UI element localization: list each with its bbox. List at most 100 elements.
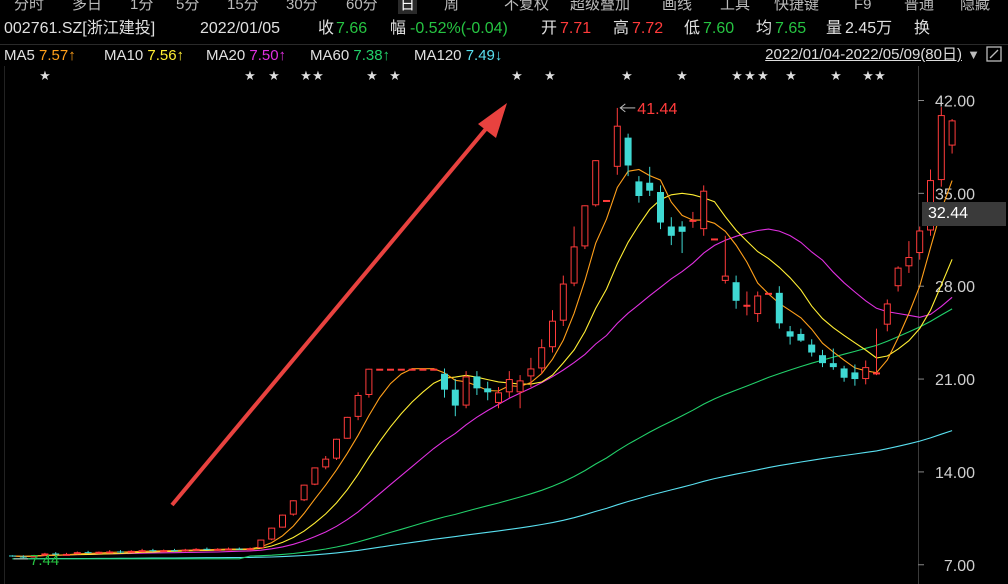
candle-body <box>905 257 913 267</box>
candle-body <box>106 551 114 554</box>
change-label: 幅 <box>390 20 407 37</box>
event-star-marker: ★ <box>39 69 51 84</box>
ma120-line <box>12 430 953 560</box>
open-value: 7.71 <box>560 20 592 37</box>
candle-body <box>689 219 697 222</box>
event-star-marker: ★ <box>300 69 312 84</box>
tab-1[interactable]: 多日 <box>72 0 103 13</box>
tab-6[interactable]: 60分 <box>346 0 378 13</box>
event-star-marker: ★ <box>621 69 633 84</box>
candle-body <box>862 367 870 380</box>
candle-body <box>192 548 200 551</box>
tab-13[interactable]: 快捷键 <box>774 0 820 13</box>
candle-body <box>279 514 286 528</box>
close-label: 收 <box>318 20 335 37</box>
candle-body <box>667 226 675 236</box>
candle-body <box>840 368 848 378</box>
volume-value: 2.45万 <box>845 20 893 37</box>
tab-2[interactable]: 1分 <box>130 0 154 13</box>
y-tick-label: 21.00 <box>935 372 975 389</box>
change-value: -0.52%(-0.04) <box>410 20 508 37</box>
candle-body <box>246 548 254 551</box>
candle-body <box>160 550 168 553</box>
tab-11[interactable]: 画线 <box>662 0 693 13</box>
candle-body <box>851 372 859 380</box>
candle-body <box>333 438 340 459</box>
candle-body <box>624 137 632 166</box>
high-value: 7.72 <box>632 20 664 37</box>
low-value: 7.60 <box>703 20 735 37</box>
candle-body <box>873 372 880 375</box>
chart-background <box>0 66 1008 584</box>
min-price-label: 7.44 <box>30 552 59 569</box>
date-range-selector[interactable]: 2022/01/04-2022/05/09(80日) <box>765 46 962 63</box>
candle-body <box>268 527 276 540</box>
event-star-marker: ★ <box>757 69 769 84</box>
candle-body <box>948 120 956 146</box>
ma-value: 7.56↑ <box>147 47 185 64</box>
candle-body <box>300 484 308 501</box>
ma-legend-item-ma20: MA20 7.50↑ <box>206 45 286 67</box>
candle-body <box>765 292 772 295</box>
tab-10[interactable]: 超级叠加 <box>570 0 631 13</box>
candle-body <box>883 303 891 325</box>
candle-body <box>419 368 427 371</box>
candle-body <box>462 376 470 406</box>
quote-date: 2022/01/05 <box>200 20 281 37</box>
candle-body <box>9 555 16 557</box>
ma-name: MA20 <box>206 47 250 64</box>
tab-3[interactable]: 5分 <box>176 0 200 13</box>
tab-12[interactable]: 工具 <box>720 0 751 13</box>
stock-symbol[interactable]: 002761.SZ[浙江建投] <box>4 20 156 37</box>
candle-body <box>775 292 783 324</box>
turnover-label: 换 <box>914 20 931 37</box>
candle-body <box>214 548 222 551</box>
tab-4[interactable]: 15分 <box>227 0 259 13</box>
candle-body <box>235 548 243 550</box>
ma-value: 7.50↑ <box>249 47 287 64</box>
y-tick-label: 35.00 <box>935 186 975 203</box>
candle-body <box>257 539 265 549</box>
candle-body <box>754 295 762 315</box>
candle-body <box>505 379 513 393</box>
tab-9[interactable]: 不复权 <box>504 0 550 13</box>
event-star-marker: ★ <box>244 69 256 84</box>
tab-7[interactable]: 日 <box>398 0 418 14</box>
ma-name: MA5 <box>4 47 40 64</box>
candle-body <box>181 549 189 552</box>
tab-14[interactable]: F9 <box>854 0 872 13</box>
candle-body <box>451 389 459 406</box>
tab-15[interactable]: 普通 <box>904 0 935 13</box>
ma-legend-item-ma60: MA60 7.38↑ <box>310 45 390 67</box>
ma-legend-item-ma120: MA120 7.49↓ <box>414 45 502 67</box>
tab-8[interactable]: 周 <box>444 0 460 13</box>
candle-body <box>732 282 740 301</box>
y-tick-label: 14.00 <box>935 465 975 482</box>
candle-body <box>603 199 610 202</box>
ma20-line <box>12 228 953 557</box>
candle-body <box>613 125 621 167</box>
settings-icon[interactable] <box>986 46 1002 62</box>
candle-body <box>516 380 524 393</box>
candle-body <box>646 182 654 191</box>
candle-body <box>700 190 708 230</box>
event-star-marker: ★ <box>744 69 756 84</box>
candle-body <box>41 553 49 556</box>
ma-legend-item-ma5: MA5 7.57↑ <box>4 45 76 67</box>
tab-0[interactable]: 分时 <box>14 0 45 13</box>
candle-body <box>916 230 924 254</box>
max-price-label: 41.44 <box>637 101 677 118</box>
range-dropdown-icon[interactable]: ▼ <box>967 47 980 62</box>
ma-legend: MA5 7.57↑ MA10 7.56↑ MA20 7.50↑ MA60 7.38↑ M… <box>0 44 1008 67</box>
candle-body <box>495 392 502 403</box>
candle-body <box>95 551 103 554</box>
candle-body <box>408 368 416 371</box>
candle-body <box>441 373 448 390</box>
event-star-marker: ★ <box>312 69 324 84</box>
candle-body <box>559 283 567 321</box>
close-value: 7.66 <box>336 20 368 37</box>
tab-5[interactable]: 30分 <box>286 0 318 13</box>
candle-body <box>484 388 492 393</box>
tab-16[interactable]: 隐藏 <box>960 0 991 13</box>
